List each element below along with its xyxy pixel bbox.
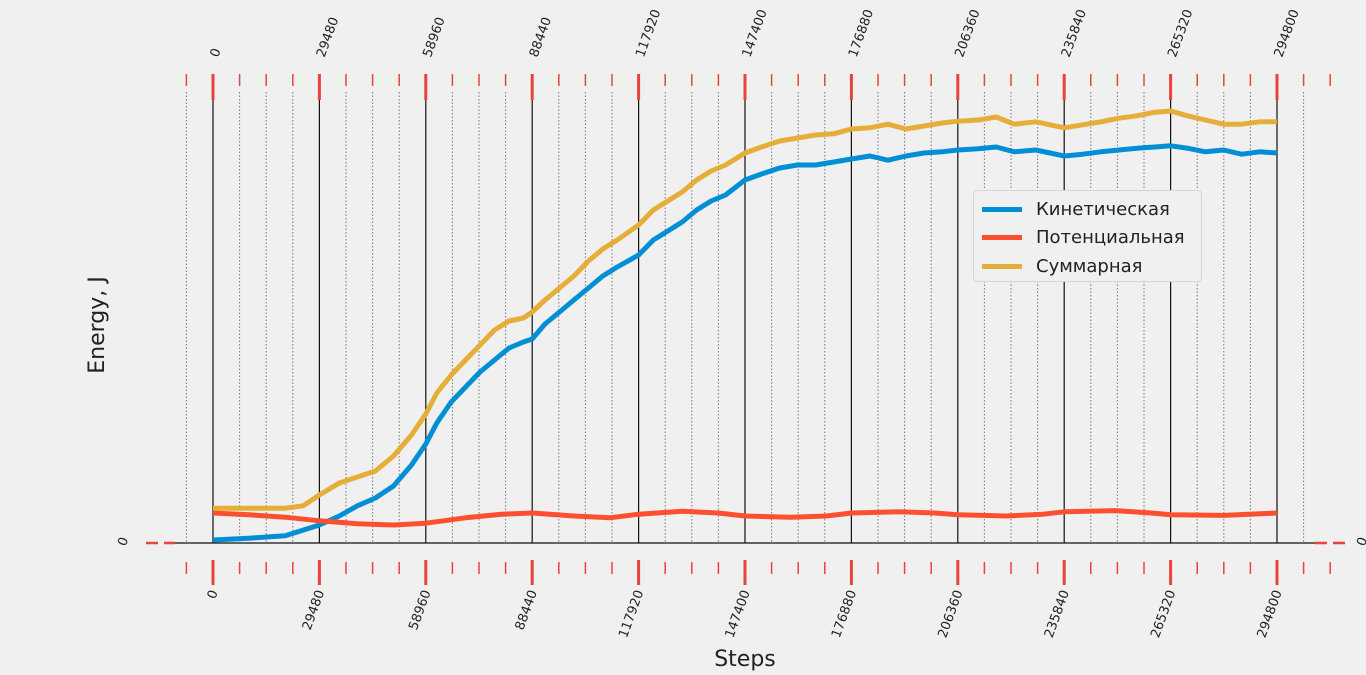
legend-item-total: Суммарная: [982, 252, 1201, 281]
x-tick-label-bottom: 58960: [406, 588, 434, 632]
x-tick-label-bottom: 206360: [935, 588, 966, 640]
x-tick-label-bottom: 0: [205, 588, 222, 601]
tick-layer: [146, 74, 1345, 585]
x-tick-label-bottom: 294800: [1255, 588, 1286, 640]
x-tick-label-bottom: 176880: [829, 588, 860, 640]
x-tick-label-top: 294800: [1272, 8, 1303, 60]
series-line-3: [213, 108, 1277, 511]
x-tick-label-top: 147400: [740, 8, 771, 60]
x-tick-label-top: 176880: [846, 8, 877, 60]
legend-item-potential: Потенциальная: [982, 224, 1201, 253]
x-tick-label-top: 117920: [633, 8, 664, 60]
x-tick-label-top: 0: [208, 46, 225, 59]
x-tick-label-top: 206360: [952, 8, 983, 60]
legend-label-total: Суммарная: [1036, 255, 1143, 277]
x-tick-label-bottom: 147400: [723, 588, 754, 640]
x-tick-label-bottom: 235840: [1042, 588, 1073, 640]
x-tick-label-top: 58960: [420, 15, 448, 59]
x-tick-label-bottom: 29480: [300, 588, 328, 632]
legend-swatch-kinetic: [982, 206, 1022, 212]
x-tick-label-top: 235840: [1059, 8, 1090, 60]
legend-item-kinetic: Кинетическая: [982, 195, 1201, 224]
x-tick-label-bottom: 265320: [1148, 588, 1179, 640]
x-tick-label-top: 88440: [527, 15, 555, 59]
series-line-1: [212, 143, 1278, 543]
legend-label-potential: Потенциальная: [1036, 227, 1185, 249]
x-tick-label-top: 29480: [314, 15, 342, 59]
series-layer: [212, 108, 1278, 543]
y-tick-label-left: 0: [115, 535, 132, 548]
series-line-2: [212, 508, 1278, 528]
label-layer: 0 0 29480 29480 58960 58960 88440 88440 117920 11…: [115, 8, 1366, 640]
legend-swatch-total: [982, 263, 1022, 269]
x-tick-label-top: 265320: [1165, 8, 1196, 60]
grid-layer: [175, 86, 1315, 544]
legend-swatch-potential: [982, 235, 1022, 241]
x-tick-label-bottom: 117920: [616, 588, 647, 640]
chart-legend: Кинетическая Потенциальная Суммарная: [973, 190, 1202, 282]
x-tick-label-bottom: 88440: [513, 588, 541, 632]
legend-label-kinetic: Кинетическая: [1036, 198, 1170, 220]
y-tick-label-right: 0: [1354, 535, 1366, 548]
x-axis-label: Steps: [714, 647, 776, 671]
y-axis-label: Energy, J: [85, 276, 110, 374]
